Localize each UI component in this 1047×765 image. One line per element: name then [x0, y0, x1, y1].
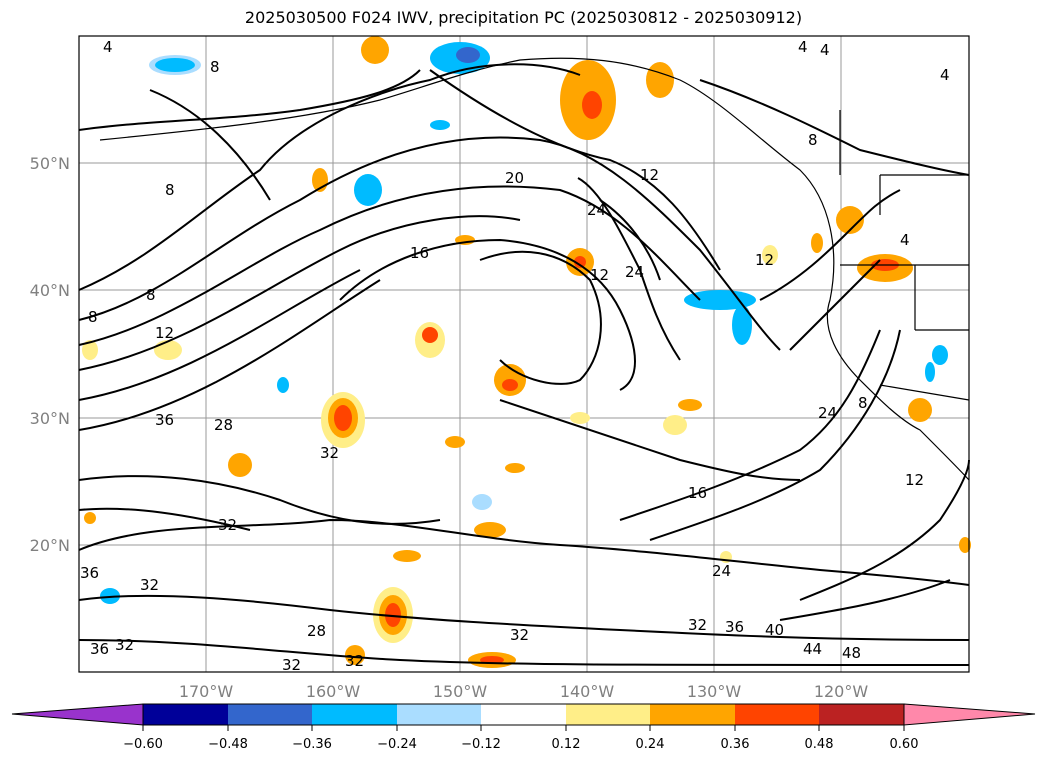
iwv-contours	[78, 63, 970, 666]
colorbar-tick-label: 0.12	[552, 737, 581, 752]
lat-label: 30°N	[30, 409, 70, 428]
contour-label: 24	[625, 263, 644, 281]
contour-label: 8	[146, 286, 156, 304]
contour-label: 36	[725, 618, 744, 636]
contour-label: 32	[282, 656, 301, 674]
precip-negative	[100, 42, 948, 604]
contour-label: 28	[214, 416, 233, 434]
colorbar-tick-label: −0.24	[377, 737, 417, 752]
contour-label: 12	[590, 266, 609, 284]
contour-label: 40	[765, 621, 784, 639]
colorbar-segment	[397, 704, 481, 725]
colorbar-segment	[650, 704, 735, 725]
map-frame	[78, 35, 970, 673]
contour-label: 8	[808, 131, 818, 149]
contour-label: 8	[165, 181, 175, 199]
map-title: 2025030500 F024 IWV, precipitation PC (2…	[244, 8, 803, 27]
contour-label: 32	[345, 652, 364, 670]
colorbar-tick-label: −0.48	[208, 737, 248, 752]
contour-label: 44	[803, 640, 822, 658]
contour-label: 32	[688, 616, 707, 634]
contour-label: 24	[587, 201, 606, 219]
colorbar-tick-label: 0.24	[636, 737, 665, 752]
contour-label: 4	[940, 66, 950, 84]
contour-label: 20	[505, 169, 524, 187]
lon-label: 130°W	[687, 682, 742, 701]
contour-label: 12	[640, 166, 659, 184]
lon-label: 160°W	[306, 682, 361, 701]
colorbar-tick-label: −0.36	[292, 737, 332, 752]
colorbar-segment	[566, 704, 650, 725]
contour-label: 36	[80, 564, 99, 582]
colorbar-segment	[228, 704, 312, 725]
lon-label: 140°W	[560, 682, 615, 701]
latitude-labels: 50°N 40°N 30°N 20°N	[30, 154, 70, 555]
colorbar-tick-label: −0.12	[461, 737, 501, 752]
contour-label: 8	[858, 394, 868, 412]
contour-label: 8	[88, 308, 98, 326]
contour-label: 32	[218, 516, 237, 534]
contour-labels: 4 4 4 4 8 8 8 8 8 4 12 12 12 12 16 16 20…	[80, 38, 950, 674]
colorbar-segment	[819, 704, 904, 725]
colorbar-segment	[143, 704, 228, 725]
gridlines	[79, 36, 969, 672]
colorbar-tick-label: 0.36	[721, 737, 750, 752]
lon-label: 120°W	[814, 682, 869, 701]
contour-label: 16	[688, 484, 707, 502]
contour-label: 24	[712, 562, 731, 580]
map-area	[79, 36, 969, 672]
contour-label: 12	[155, 324, 174, 342]
lat-label: 40°N	[30, 281, 70, 300]
colorbar-extend-low	[11, 703, 144, 726]
colorbar-segment	[312, 704, 397, 725]
colorbar-tick-label: −0.60	[123, 737, 163, 752]
colorbar-tick-label: 0.48	[805, 737, 834, 752]
colorbar-tick-label: 0.60	[890, 737, 919, 752]
lat-label: 50°N	[30, 154, 70, 173]
contour-label: 12	[755, 251, 774, 269]
coastline	[99, 57, 970, 481]
precip-positive	[82, 36, 971, 668]
colorbar-segment	[735, 704, 819, 725]
contour-label: 4	[820, 41, 830, 59]
contour-label: 8	[210, 58, 220, 76]
contour-label: 12	[905, 471, 924, 489]
contour-label: 36	[90, 640, 109, 658]
contour-label: 32	[320, 444, 339, 462]
colorbar-extend-high	[903, 703, 1036, 726]
colorbar-segment	[481, 704, 566, 725]
contour-label: 36	[155, 411, 174, 429]
contour-label: 4	[103, 38, 113, 56]
longitude-labels: 170°W 160°W 150°W 140°W 130°W 120°W	[179, 682, 869, 701]
contour-label: 16	[410, 244, 429, 262]
contour-label: 24	[818, 404, 837, 422]
lon-label: 150°W	[433, 682, 488, 701]
contour-label: 4	[900, 231, 910, 249]
contour-label: 32	[115, 636, 134, 654]
contour-label: 48	[842, 644, 861, 662]
contour-label: 32	[510, 626, 529, 644]
contour-label: 32	[140, 576, 159, 594]
lat-label: 20°N	[30, 536, 70, 555]
colorbar: −0.60 −0.48 −0.36 −0.24 −0.12 0.12 0.24 …	[11, 703, 1036, 752]
lon-label: 170°W	[179, 682, 234, 701]
contour-label: 28	[307, 622, 326, 640]
contour-label: 4	[798, 38, 808, 56]
